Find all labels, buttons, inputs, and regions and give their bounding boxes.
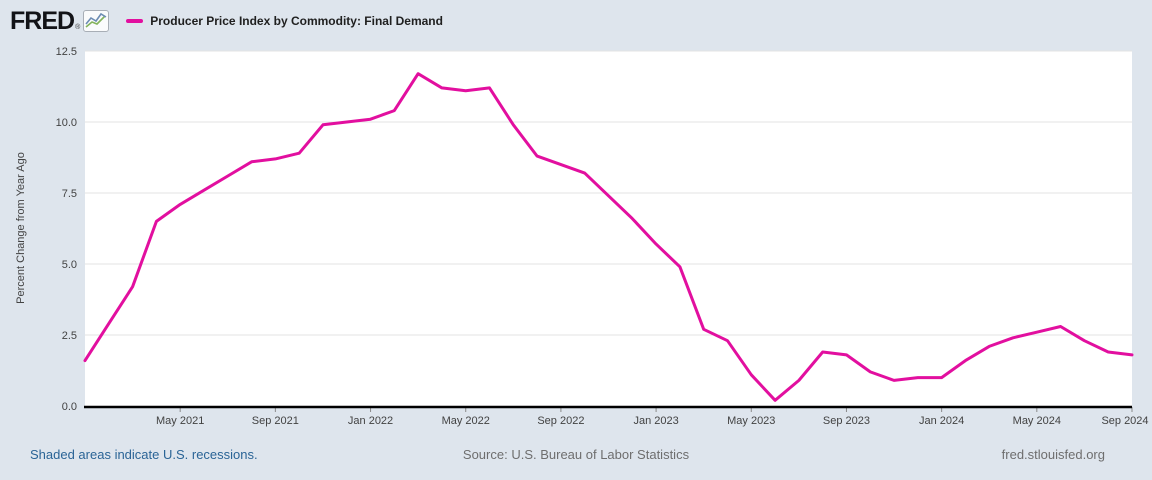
x-tick-label: Sep 2021 (252, 415, 299, 427)
x-tick-label: May 2021 (156, 415, 204, 427)
x-tick-label: May 2023 (727, 415, 775, 427)
x-tick-label: Sep 2022 (537, 415, 584, 427)
recessions-note-link[interactable]: Shaded areas indicate U.S. recessions. (30, 447, 258, 462)
fred-logo-text: FRED (10, 7, 75, 35)
y-tick-label: 10.0 (56, 117, 77, 129)
x-tick-label: Jan 2022 (348, 415, 393, 427)
source-text: Source: U.S. Bureau of Labor Statistics (462, 447, 690, 462)
x-tick-label: Jan 2024 (919, 415, 964, 427)
x-tick-label: Sep 2023 (823, 415, 870, 427)
legend-line-swatch (126, 19, 144, 23)
y-tick-label: 2.5 (62, 330, 77, 342)
y-tick-label: 7.5 (62, 188, 77, 200)
legend: Producer Price Index by Commodity: Final… (126, 14, 443, 28)
ppi-data-line[interactable] (83, 72, 1134, 402)
x-tick-label: May 2024 (1013, 415, 1061, 427)
fred-logo[interactable]: FRED ® (10, 7, 110, 35)
x-tick-label: Jan 2023 (633, 415, 678, 427)
registered-trademark: ® (75, 24, 81, 31)
footer: Shaded areas indicate U.S. recessions. S… (0, 447, 1152, 465)
plot-background (85, 51, 1132, 406)
y-tick-label: 0.0 (62, 401, 77, 413)
y-tick-label: 12.5 (56, 46, 77, 58)
y-tick-label: 5.0 (62, 259, 77, 271)
x-tick-label: Sep 2024 (1101, 415, 1148, 427)
series-title: Producer Price Index by Commodity: Final… (150, 14, 443, 28)
x-tick-label: May 2022 (442, 415, 490, 427)
site-text: fred.stlouisfed.org (1001, 447, 1105, 462)
fred-sparkline-icon (83, 10, 110, 32)
header: FRED ® Producer Price Index by Commodity… (10, 6, 443, 36)
y-axis-title: Percent Change from Year Ago (15, 152, 27, 304)
